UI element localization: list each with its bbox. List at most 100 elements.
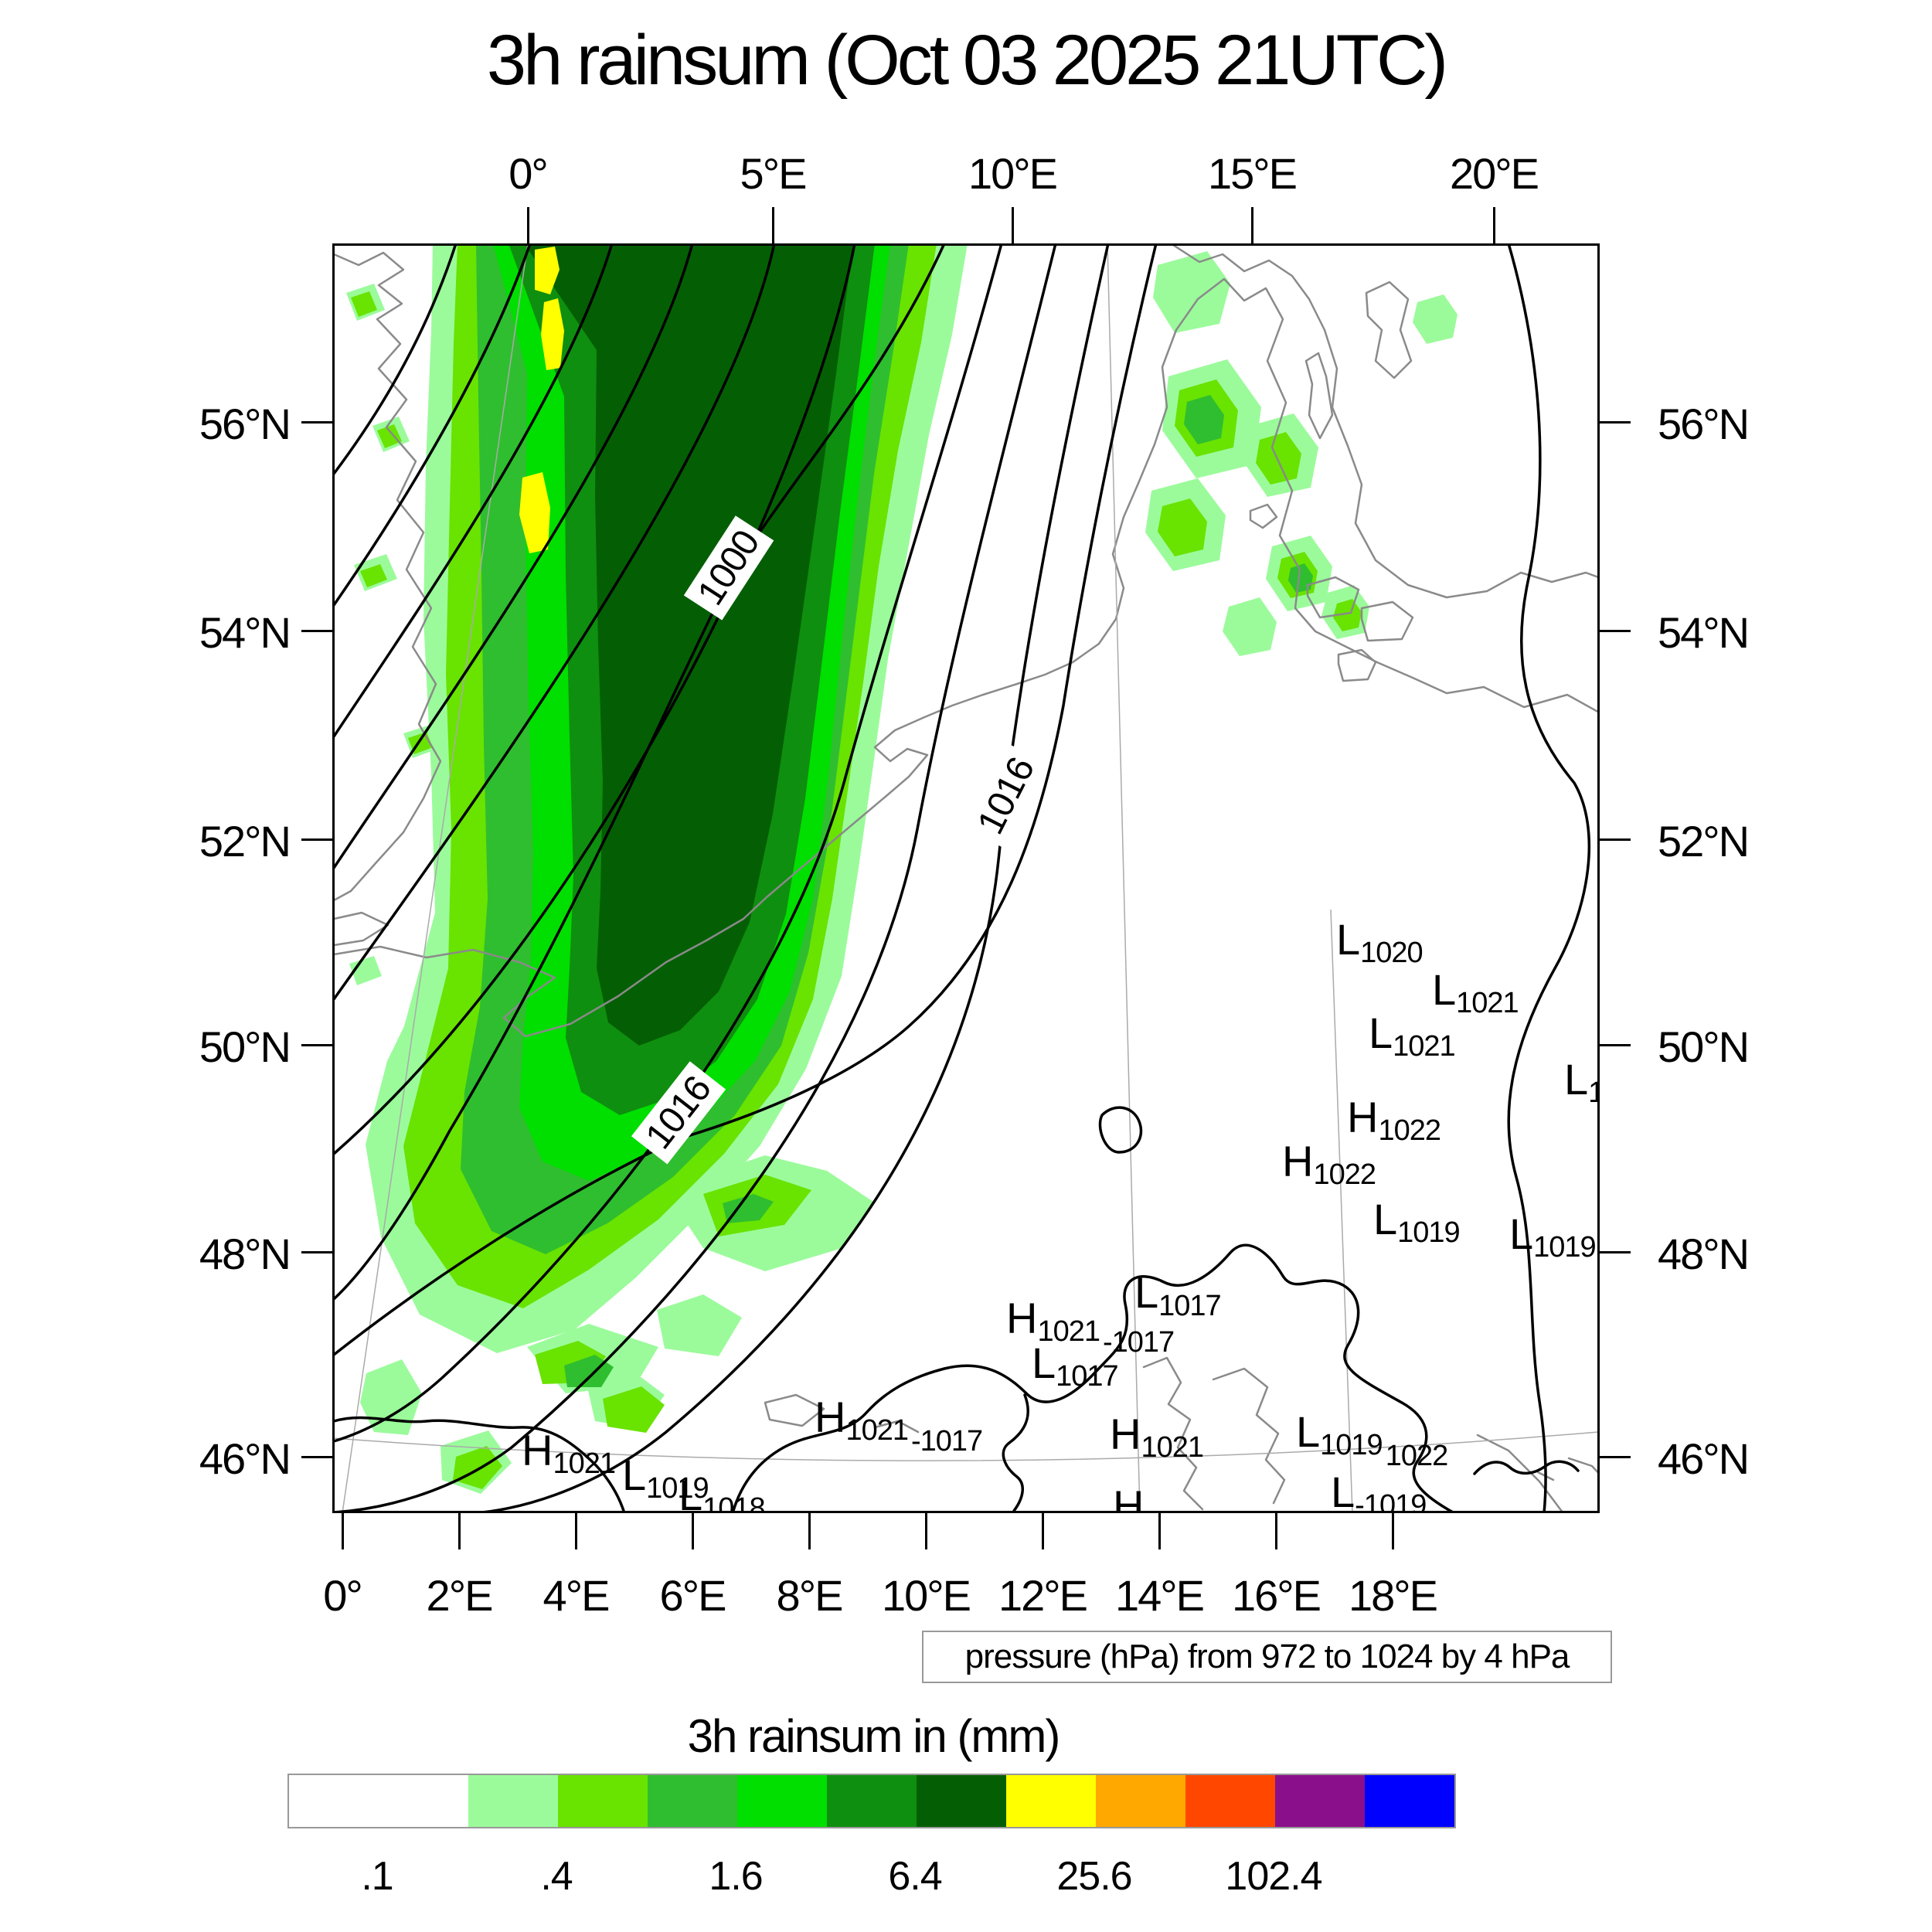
pressure-letter: H [1113, 1481, 1145, 1514]
low-pressure-center-label: L 1021 [1369, 1009, 1456, 1062]
top-axis-label: 5°E [740, 149, 808, 198]
bottom-axis-label: 14°E [1114, 1571, 1205, 1620]
right-axis-label: 54°N [1658, 608, 1750, 657]
left-axis-label: 54°N [199, 608, 291, 657]
low-pressure-center-label: L10 [1564, 1058, 1600, 1109]
left-axis-tick [301, 1043, 332, 1046]
pressure-letter: L [1331, 1468, 1355, 1514]
bottom-axis-label: 6°E [659, 1571, 727, 1620]
right-axis-label: 48°N [1658, 1230, 1750, 1278]
colorbar-cell [468, 1775, 558, 1827]
high-pressure-center-label: H 1021 -1017 [1006, 1297, 1175, 1358]
isobar-1016 [332, 243, 1158, 1356]
pressure-value: -1019 [1355, 1489, 1427, 1513]
colorbar-title: 3h rainsum in (mm) [687, 1710, 1061, 1762]
pressure-letter: H [1110, 1410, 1141, 1458]
page-title: 3h rainsum (Oct 03 2025 21UTC) [486, 21, 1448, 100]
top-axis-label: 0° [509, 149, 549, 198]
colorbar-cell [379, 1775, 468, 1827]
bottom-axis-label: 18°E [1348, 1571, 1438, 1620]
high-pressure-center-label: H 1021 [1110, 1410, 1204, 1464]
low-pressure-center-label: L 1017 [1032, 1338, 1119, 1392]
bottom-axis-tick [1391, 1513, 1394, 1549]
left-axis-tick [301, 420, 332, 423]
low-pressure-center-label: L 1019 [1373, 1195, 1461, 1249]
bottom-axis-label: 10°E [881, 1571, 971, 1620]
top-axis-tick [526, 207, 529, 243]
pressure-value: 1020 [1360, 937, 1423, 969]
bottom-axis-tick [457, 1513, 461, 1549]
precipitation-pressure-map [332, 243, 1600, 1513]
top-axis-label: 10°E [968, 149, 1058, 198]
pressure-value: 10 [1588, 1077, 1600, 1109]
colorbar-cell [827, 1775, 917, 1827]
pressure-value: 1021 [553, 1447, 616, 1480]
low-pressure-center-label: L -1019 [1331, 1468, 1427, 1514]
high-pressure-center-label: H 1021 -1017 [815, 1396, 983, 1458]
right-axis-tick [1600, 1455, 1631, 1458]
pressure-value: 1021 [845, 1414, 909, 1447]
colorbar-cell [1185, 1775, 1275, 1827]
left-axis-label: 50°N [199, 1022, 291, 1071]
pressure-letter: L [1369, 1009, 1393, 1057]
colorbar-tick-label: 25.6 [1056, 1854, 1132, 1899]
bottom-axis-tick [1274, 1513, 1277, 1549]
left-axis-tick [301, 1455, 332, 1458]
isobar-1000 [332, 243, 946, 1301]
pressure-letter: L [1296, 1407, 1321, 1456]
left-axis-label: 52°N [199, 817, 291, 866]
pressure-letter: H [1282, 1137, 1314, 1185]
colorbar-cell [1365, 1775, 1454, 1827]
pressure-value: 1022 [1378, 1114, 1441, 1147]
bottom-axis-label: 12°E [998, 1571, 1088, 1620]
high-pressure-center-label: H [1113, 1481, 1145, 1514]
pressure-value-secondary: -1017 [911, 1425, 983, 1458]
pressure-value: 1021 [1456, 987, 1519, 1019]
bottom-axis-tick [691, 1513, 694, 1549]
pressure-letter: L [1336, 915, 1361, 964]
pressure-value: 1019 [1320, 1429, 1383, 1461]
left-axis-label: 46°N [199, 1434, 291, 1483]
pressure-letter: L [1509, 1209, 1534, 1258]
right-axis-tick [1600, 1043, 1631, 1046]
pressure-letter: H [1347, 1093, 1379, 1141]
pressure-letter: L [679, 1471, 703, 1514]
colorbar-cell [648, 1775, 737, 1827]
bottom-axis-label: 2°E [426, 1571, 494, 1620]
pressure-value: 1019 [1397, 1216, 1461, 1249]
colorbar-tick-label: 102.4 [1225, 1854, 1322, 1899]
colorbar-cell [289, 1775, 379, 1827]
pressure-value: 1018 [702, 1492, 766, 1513]
coastline-layer [332, 243, 1600, 1513]
pressure-value: 1017 [1158, 1290, 1222, 1322]
left-axis-tick [301, 838, 332, 841]
colorbar-cell [1096, 1775, 1185, 1827]
colorbar-cell [558, 1775, 648, 1827]
colorbar-cell [917, 1775, 1006, 1827]
pressure-letter: L [1373, 1195, 1398, 1243]
low-pressure-center-label: L 1019 [622, 1454, 709, 1504]
graticule-layer [333, 243, 1599, 1513]
pressure-letter: L [1432, 965, 1457, 1014]
left-axis-tick [301, 1250, 332, 1253]
isobar-layer [332, 243, 1591, 1513]
left-axis-label: 48°N [199, 1230, 291, 1278]
right-axis-label: 46°N [1658, 1434, 1750, 1483]
right-axis-tick [1600, 1250, 1631, 1253]
pressure-letter: L [1032, 1338, 1056, 1387]
bottom-axis-tick [1158, 1513, 1161, 1549]
bottom-axis-tick [574, 1513, 577, 1549]
low-pressure-center-label: L 1017 [1134, 1271, 1222, 1322]
pressure-value: 1021 [1141, 1431, 1204, 1464]
colorbar-tick-label: .4 [540, 1854, 573, 1899]
low-pressure-center-label: L 1018 [679, 1471, 766, 1514]
pressure-value-secondary: 1022 [1385, 1440, 1449, 1472]
bottom-axis-label: 8°E [776, 1571, 844, 1620]
bottom-axis-label: 4°E [543, 1571, 611, 1620]
top-axis-label: 15°E [1207, 149, 1298, 198]
right-axis-tick [1600, 629, 1631, 632]
pressure-note: pressure (hPa) from 972 to 1024 by 4 hPa [922, 1631, 1612, 1683]
high-pressure-center-label: H 1022 [1282, 1137, 1376, 1190]
colorbar-tick-label: 1.6 [709, 1854, 763, 1899]
